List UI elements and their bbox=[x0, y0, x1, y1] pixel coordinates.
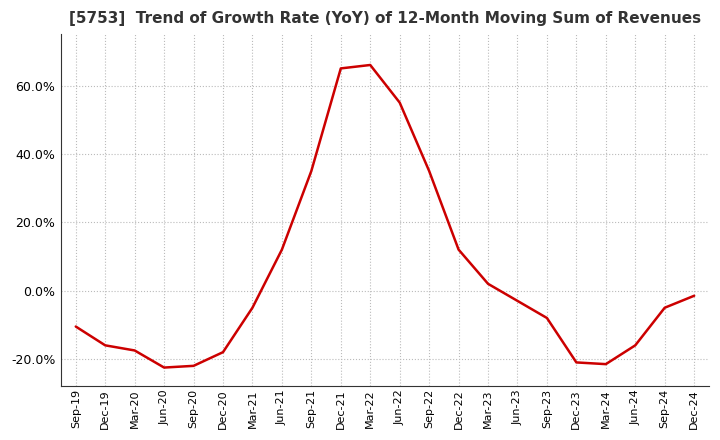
Title: [5753]  Trend of Growth Rate (YoY) of 12-Month Moving Sum of Revenues: [5753] Trend of Growth Rate (YoY) of 12-… bbox=[69, 11, 701, 26]
